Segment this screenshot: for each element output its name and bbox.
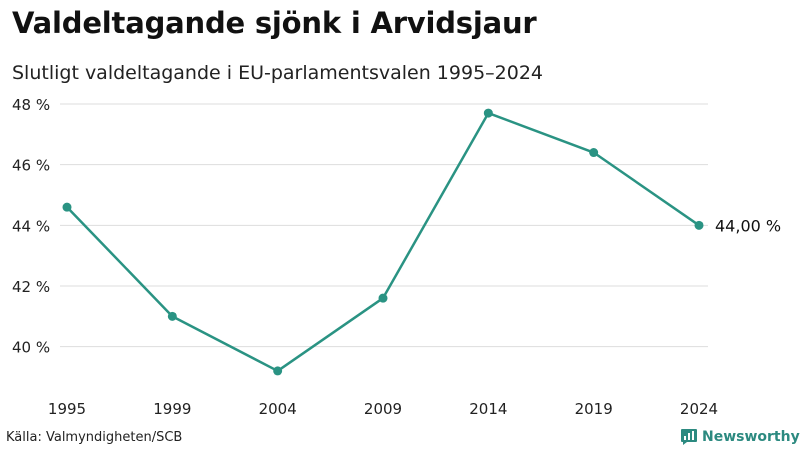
newsworthy-logo-icon [681,429,697,445]
data-point [589,148,599,158]
x-tick-label: 2009 [364,400,402,418]
x-tick-label: 2024 [680,400,718,418]
y-tick-label: 48 % [12,96,50,114]
data-point [378,293,388,303]
data-point [483,108,493,118]
chart-subtitle: Slutligt valdeltagande i EU-parlamentsva… [12,62,544,84]
series-line [65,111,701,373]
source-note: Källa: Valmyndigheten/SCB [6,430,183,445]
x-tick-label: 2014 [469,400,507,418]
x-tick-label: 2004 [259,400,297,418]
data-point [694,220,704,230]
x-tick-label: 1995 [48,400,86,418]
x-tick-label: 1999 [153,400,191,418]
data-point [62,202,72,212]
end-value-label: 44,00 % [715,216,781,235]
brand-name: Newsworthy [702,429,800,445]
y-tick-label: 40 % [12,339,50,357]
y-tick-label: 46 % [12,157,50,175]
y-tick-label: 42 % [12,278,50,296]
chart-title: Valdeltagande sjönk i Arvidsjaur [12,6,537,40]
data-point [273,366,283,376]
x-tick-label: 2019 [575,400,613,418]
y-tick-label: 44 % [12,217,50,235]
data-point [167,311,177,321]
brand-logo: Newsworthy [680,428,800,446]
